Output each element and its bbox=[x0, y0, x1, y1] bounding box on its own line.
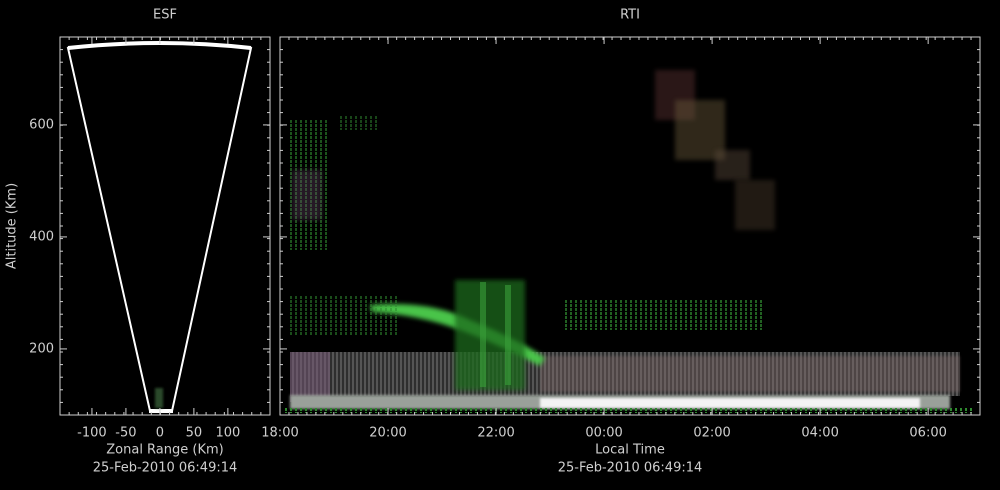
subtitle: 25-Feb-2010 06:49:14 bbox=[558, 461, 703, 476]
x-tick-label: 22:00 bbox=[477, 426, 514, 441]
panel-title: RTI bbox=[620, 8, 640, 23]
esf-image bbox=[66, 41, 253, 413]
subtitle: 25-Feb-2010 06:49:14 bbox=[93, 461, 238, 476]
x-tick-label: 02:00 bbox=[693, 426, 730, 441]
x-tick-label: 20:00 bbox=[369, 426, 406, 441]
x-tick-label: 50 bbox=[186, 426, 203, 441]
x-tick-label: -50 bbox=[115, 426, 136, 441]
x-tick-label: 04:00 bbox=[801, 426, 838, 441]
x-tick-label: 100 bbox=[215, 426, 240, 441]
rti-image bbox=[285, 70, 975, 413]
y-tick-label: 400 bbox=[29, 229, 54, 244]
x-tick-label: 18:00 bbox=[261, 426, 298, 441]
x-axis-label: Local Time bbox=[595, 443, 665, 458]
x-axis-label: Zonal Range (Km) bbox=[106, 443, 223, 458]
x-tick-label: 06:00 bbox=[909, 426, 946, 441]
y-tick-label: 600 bbox=[29, 117, 54, 132]
panel-title: ESF bbox=[153, 8, 177, 23]
x-tick-label: 0 bbox=[156, 426, 164, 441]
y-axis-label: Altitude (Km) bbox=[5, 183, 20, 269]
x-tick-label: -100 bbox=[77, 426, 107, 441]
x-tick-label: 00:00 bbox=[585, 426, 622, 441]
axes-frame bbox=[59, 36, 271, 416]
y-tick-label: 200 bbox=[29, 341, 54, 356]
